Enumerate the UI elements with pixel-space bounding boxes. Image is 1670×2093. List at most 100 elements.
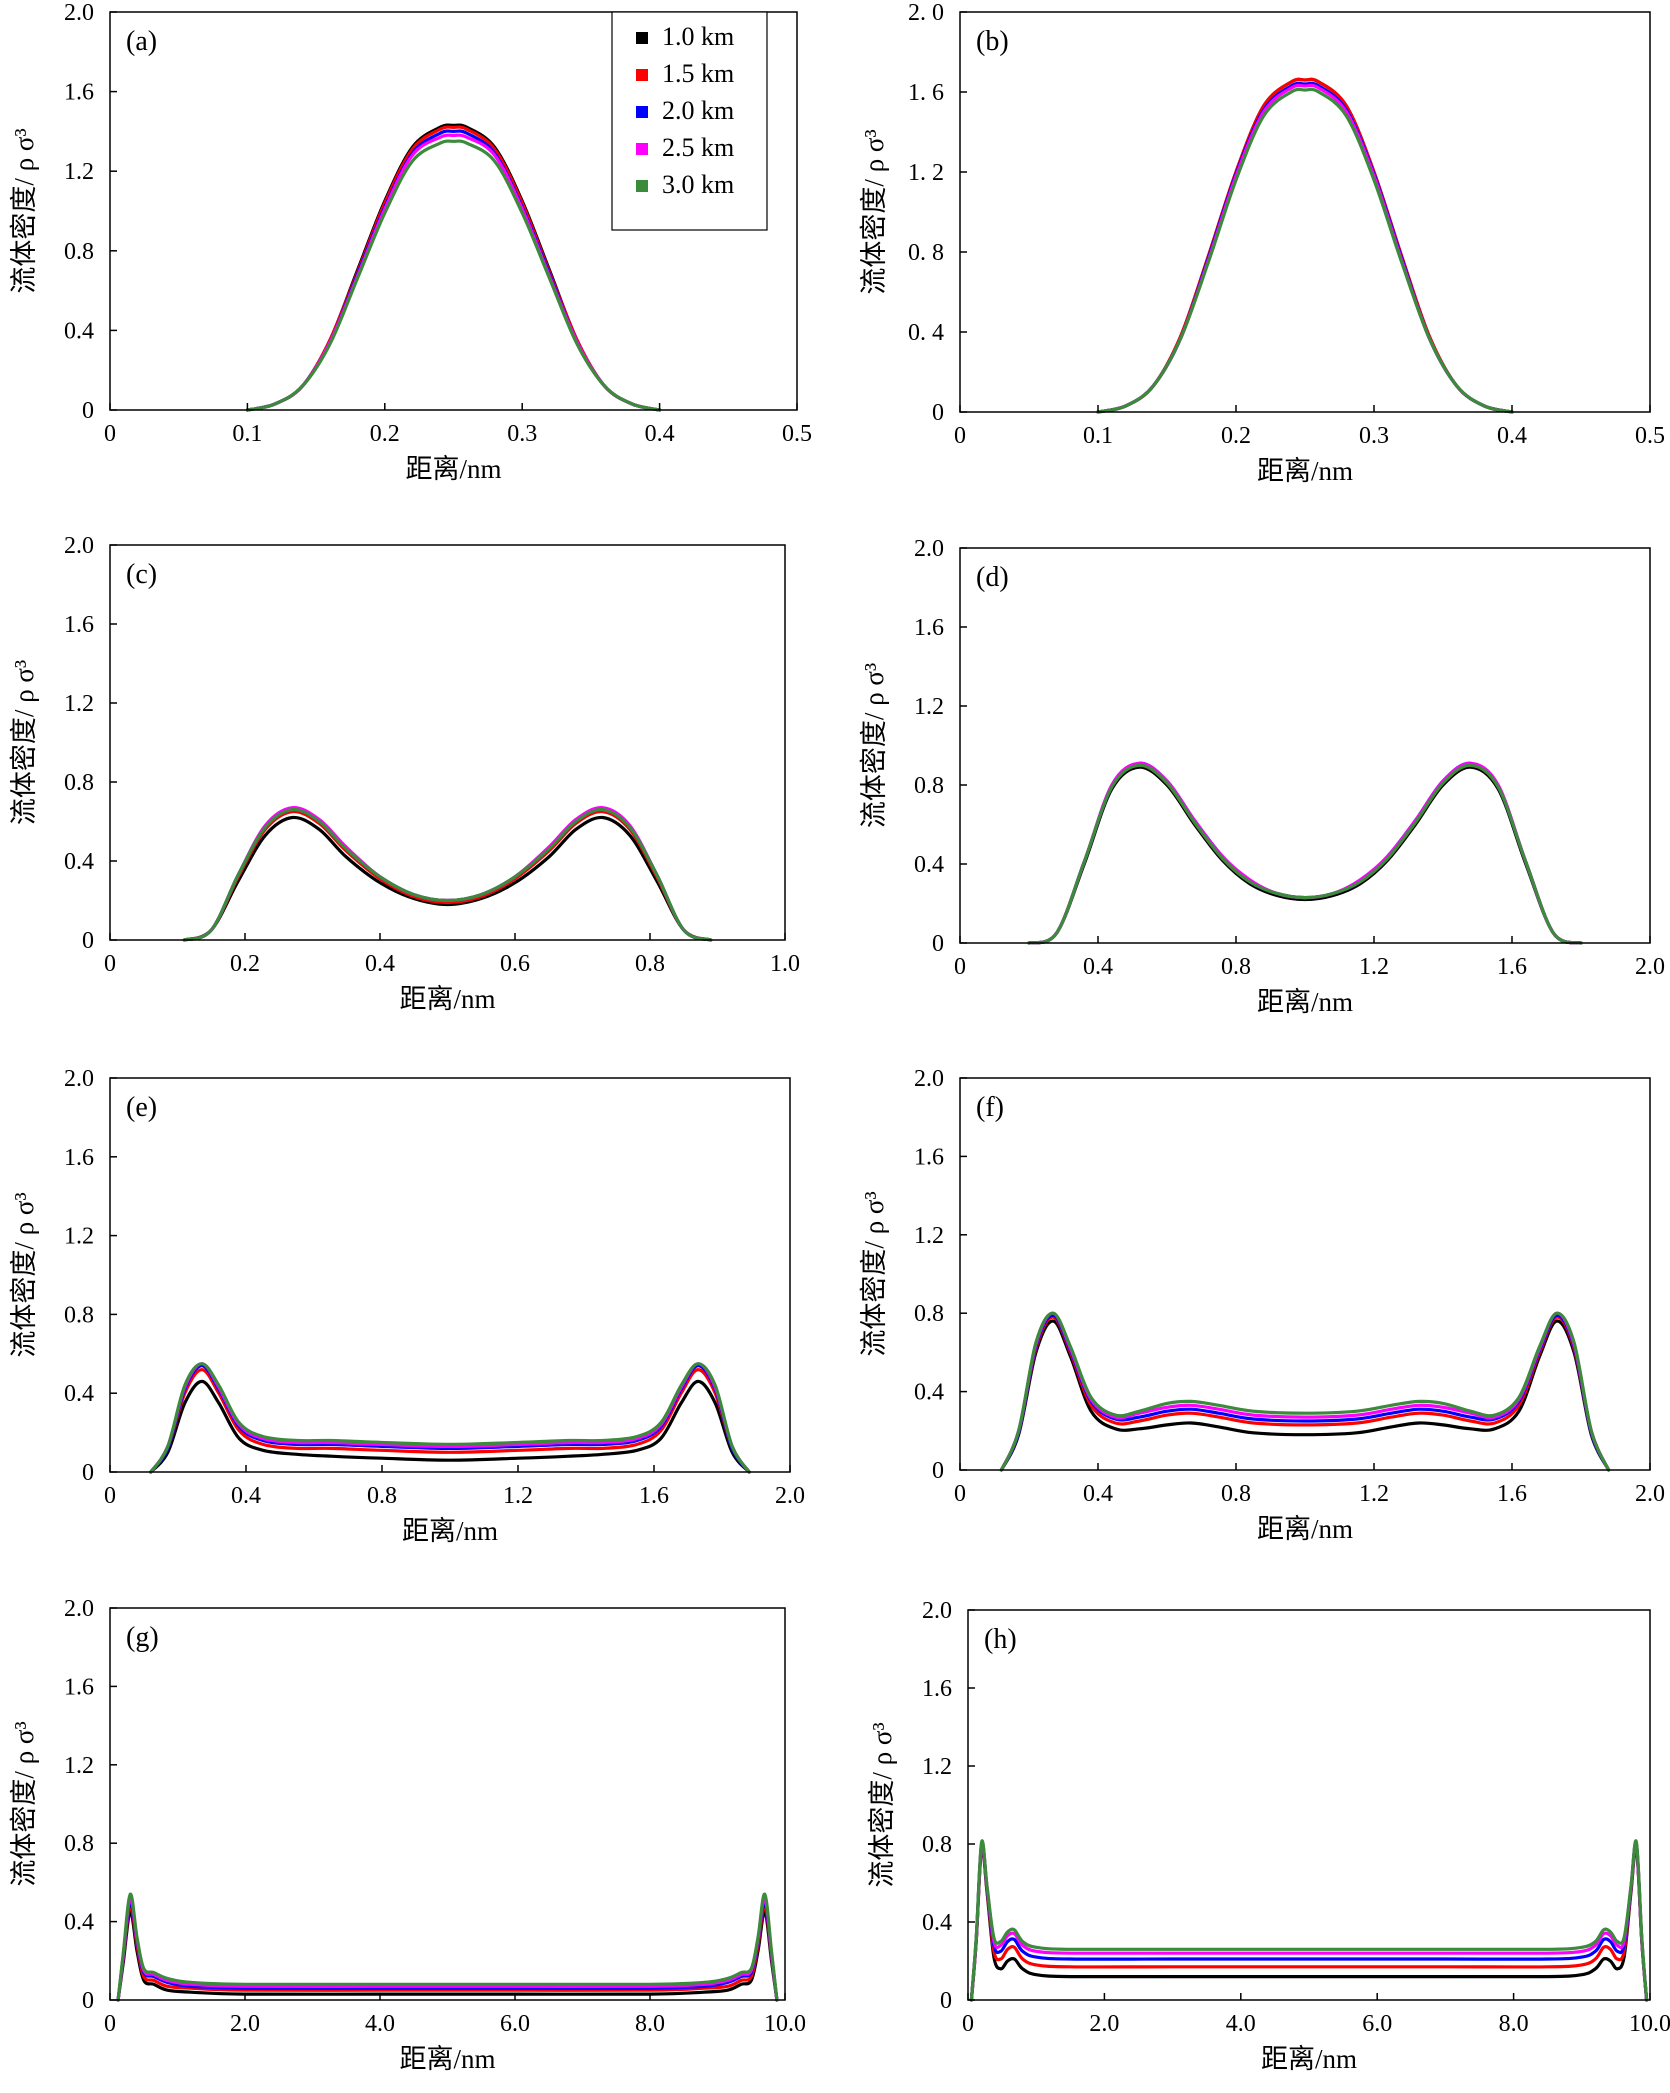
y-axis-label: 流体密度/ ρ σ³ xyxy=(9,660,39,825)
x-axis-label: 距离/nm xyxy=(399,984,495,1014)
y-axis-label: 流体密度/ ρ σ³ xyxy=(9,128,39,293)
y-tick-label: 2.0 xyxy=(914,1066,944,1092)
series-line-3-0km xyxy=(1027,763,1583,945)
y-tick-label: 1.6 xyxy=(914,1144,944,1170)
series-line-2-0km xyxy=(999,1313,1611,1472)
legend-swatch xyxy=(636,32,648,44)
y-tick-label: 0.8 xyxy=(64,239,94,265)
x-tick-label: 0 xyxy=(954,423,966,449)
y-axis-label: 流体密度/ ρ σ³ xyxy=(859,663,889,828)
x-tick-label: 2.0 xyxy=(230,2011,260,2037)
series-line-3-0km xyxy=(116,1892,779,2002)
x-tick-label: 0.6 xyxy=(500,951,530,977)
y-tick-label: 0 xyxy=(82,1460,94,1486)
plot-frame xyxy=(959,547,1651,944)
x-tick-label: 0.4 xyxy=(1497,423,1527,449)
series-line-1-5km xyxy=(969,1843,1649,2002)
x-tick-label: 0 xyxy=(104,2011,116,2037)
series-line-1-5km xyxy=(1096,77,1514,414)
plot-frame xyxy=(109,11,798,411)
x-axis-label: 距离/nm xyxy=(1257,456,1353,486)
series-line-2-0km xyxy=(1096,81,1514,414)
x-axis-label: 距离/nm xyxy=(399,2044,495,2074)
x-tick-label: 0.5 xyxy=(1635,423,1665,449)
legend-swatch xyxy=(636,180,648,192)
x-tick-label: 10.0 xyxy=(764,2011,806,2037)
y-tick-label: 1.2 xyxy=(914,694,944,720)
series-line-2-5km xyxy=(1096,83,1514,414)
panel-h: 0 2.0 4.0 6.0 8.0 10.0 0 0.4 0.8 1.2 1.6 2.0 (h) 距离/n… xyxy=(867,1598,1670,2074)
y-tick-label: 1.6 xyxy=(64,612,94,638)
legend-label: 1.5 km xyxy=(662,59,734,88)
panel-a: 0 0.1 0.2 0.3 0.4 0.5 0 0.4 0.8 1.2 1.6 2.0 (a) 距离/nm… xyxy=(9,0,812,484)
y-tick-label: 1. 6 xyxy=(908,80,944,106)
x-tick-label: 0.2 xyxy=(1221,423,1251,449)
y-tick-label: 2.0 xyxy=(64,1596,94,1622)
x-tick-label: 0.4 xyxy=(231,1483,261,1509)
x-tick-label: 0.3 xyxy=(1359,423,1389,449)
y-tick-label: 0. 4 xyxy=(908,320,944,346)
x-tick-label: 1.2 xyxy=(1359,1481,1389,1507)
y-tick-label: 0 xyxy=(932,1458,944,1484)
x-tick-label: 0.8 xyxy=(635,951,665,977)
y-tick-label: 1.6 xyxy=(64,80,94,106)
plot-frame xyxy=(109,1077,791,1473)
y-tick-label: 0.8 xyxy=(64,1302,94,1328)
series-line-2-5km xyxy=(999,1311,1611,1472)
legend-label: 2.5 km xyxy=(662,133,734,162)
x-axis-label: 距离/nm xyxy=(1261,2044,1357,2074)
y-tick-label: 0. 8 xyxy=(908,240,944,266)
y-tick-label: 1.2 xyxy=(64,1753,94,1779)
x-tick-label: 0 xyxy=(954,1481,966,1507)
series-line-3-0km xyxy=(182,807,713,942)
plot-frame xyxy=(959,1077,1651,1471)
series-line-3-0km xyxy=(149,1362,751,1474)
plot-frame xyxy=(109,1607,786,2001)
panel-label: (h) xyxy=(984,1624,1017,1655)
series-line-3-0km xyxy=(969,1839,1649,2002)
x-tick-label: 1.0 xyxy=(770,951,800,977)
x-tick-label: 4.0 xyxy=(1226,2011,1256,2037)
x-tick-label: 0.8 xyxy=(367,1483,397,1509)
panel-f: 0 0.4 0.8 1.2 1.6 2.0 0 0.4 0.8 1.2 1.6 2.0 (f) 距离/nm… xyxy=(859,1066,1665,1544)
x-tick-label: 1.2 xyxy=(503,1483,533,1509)
x-tick-label: 0.1 xyxy=(1083,423,1113,449)
panel-g: 0 2.0 4.0 6.0 8.0 10.0 0 0.4 0.8 1.2 1.6 2.0 (g) 距离/n… xyxy=(9,1596,806,2074)
y-axis-label: 流体密度/ ρ σ³ xyxy=(9,1192,39,1357)
series-line-1-0km xyxy=(245,123,662,412)
y-tick-label: 0 xyxy=(932,931,944,957)
x-tick-label: 0.4 xyxy=(1083,954,1113,980)
y-tick-label: 0.8 xyxy=(914,773,944,799)
y-tick-label: 0.4 xyxy=(914,1380,944,1406)
plot-frame xyxy=(959,11,1651,413)
x-tick-label: 2.0 xyxy=(1635,1481,1665,1507)
x-tick-label: 6.0 xyxy=(500,2011,530,2037)
y-tick-label: 1.6 xyxy=(64,1674,94,1700)
series-line-1-0km xyxy=(1096,77,1514,414)
x-tick-label: 8.0 xyxy=(1499,2011,1529,2037)
y-tick-label: 2.0 xyxy=(914,536,944,562)
x-tick-label: 0 xyxy=(962,2011,974,2037)
panel-label: (b) xyxy=(976,26,1009,57)
panel-label: (c) xyxy=(126,559,157,590)
x-tick-label: 0.4 xyxy=(365,951,395,977)
x-tick-label: 10.0 xyxy=(1629,2011,1670,2037)
legend-label: 3.0 km xyxy=(662,170,734,199)
series-line-1-5km xyxy=(999,1315,1611,1472)
y-tick-label: 0 xyxy=(940,1988,952,2014)
y-tick-label: 2.0 xyxy=(64,0,94,26)
series-line-1-0km xyxy=(149,1379,751,1474)
x-axis-label: 距离/nm xyxy=(402,1516,498,1546)
y-tick-label: 0.4 xyxy=(64,1910,94,1936)
y-tick-label: 1.6 xyxy=(914,615,944,641)
y-tick-label: 2. 0 xyxy=(908,0,944,26)
x-tick-label: 8.0 xyxy=(635,2011,665,2037)
x-tick-label: 0.2 xyxy=(230,951,260,977)
y-tick-label: 1. 2 xyxy=(908,160,944,186)
x-tick-label: 1.6 xyxy=(1497,954,1527,980)
y-axis-label: 流体密度/ ρ σ³ xyxy=(867,1722,897,1887)
y-tick-label: 0.8 xyxy=(64,770,94,796)
panel-c: 0 0.2 0.4 0.6 0.8 1.0 0 0.4 0.8 1.2 1.6 2.0 (c) 距离/nm… xyxy=(9,533,800,1014)
series-line-1-5km xyxy=(245,125,662,412)
